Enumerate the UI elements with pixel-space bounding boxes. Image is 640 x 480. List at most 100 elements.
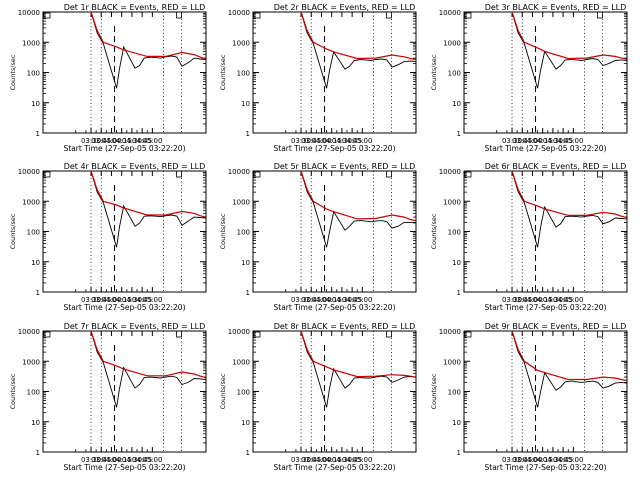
detector-panel-3: 1 10 100 1000 10000 03:3003:4504:0004:1504:30… xyxy=(430,3,628,153)
y-tick-label: 1 xyxy=(36,130,40,138)
y-tick-label: 1 xyxy=(457,130,461,138)
x-tick-label: 04:30 xyxy=(122,137,142,145)
x-axis-label: Start Time (27-Sep-05 03:22:20) xyxy=(485,303,607,312)
detector-panel-8: 1 10 100 1000 10000 03:3003:4504:0004:1504:30… xyxy=(219,322,417,472)
panel-title: Det 1r BLACK = Events, RED = LLD xyxy=(64,3,206,12)
detector-panel-1: 1 10 100 1000 10000 03:3003:4504:0004:1504:30… xyxy=(9,3,207,153)
y-tick-label: 100 xyxy=(27,70,40,78)
y-tick-label: 1000 xyxy=(443,39,461,47)
top-left-marker xyxy=(464,171,472,178)
x-tick-label: 05:00 xyxy=(563,137,583,145)
y-tick-label: 1000 xyxy=(22,39,40,47)
x-tick-label: 05:00 xyxy=(563,296,583,304)
detector-panel-5: 1 10 100 1000 10000 03:3003:4504:0004:1504:30… xyxy=(219,162,417,312)
y-tick-label: 10000 xyxy=(18,9,40,17)
panel-title: Det 2r BLACK = Events, RED = LLD xyxy=(274,3,416,12)
top-right-marker xyxy=(597,330,603,338)
x-tick-label: 03:30 xyxy=(502,137,522,145)
x-tick-label: 04:30 xyxy=(122,296,142,304)
y-tick-label: 1000 xyxy=(232,39,250,47)
panel-title: Det 9r BLACK = Events, RED = LLD xyxy=(485,322,627,331)
x-tick-label: 05:00 xyxy=(142,137,162,145)
y-tick-label: 10000 xyxy=(228,168,250,176)
y-axis-label: Counts/sec xyxy=(430,54,438,90)
top-right-marker xyxy=(386,11,392,19)
x-tick-label: 04:15 xyxy=(112,456,132,464)
x-tick-label: 04:00 xyxy=(522,456,542,464)
x-tick-label: 03:45 xyxy=(301,296,321,304)
x-axis-label: Start Time (27-Sep-05 03:22:20) xyxy=(64,463,186,472)
y-tick-label: 1 xyxy=(246,449,250,457)
panel-title: Det 3r BLACK = Events, RED = LLD xyxy=(485,3,627,12)
x-tick-label: 04:15 xyxy=(533,137,553,145)
lld-series-line xyxy=(511,170,627,219)
x-tick-label: 04:00 xyxy=(311,296,331,304)
y-tick-label: 1000 xyxy=(22,198,40,206)
detector-panel-9: 1 10 100 1000 10000 03:3003:4504:0004:1504:30… xyxy=(430,322,628,472)
y-axis-label: Counts/sec xyxy=(430,213,438,249)
y-tick-label: 1000 xyxy=(22,358,40,366)
events-series-line xyxy=(511,330,627,408)
y-tick-label: 1 xyxy=(457,289,461,297)
y-tick-label: 1 xyxy=(36,449,40,457)
y-tick-label: 10 xyxy=(241,259,250,267)
lld-series-line xyxy=(300,11,416,61)
x-tick-label: 03:45 xyxy=(512,137,532,145)
x-axis-label: Start Time (27-Sep-05 03:22:20) xyxy=(485,463,607,472)
x-tick-label: 05:00 xyxy=(352,456,372,464)
x-axis-label: Start Time (27-Sep-05 03:22:20) xyxy=(64,144,186,153)
y-axis-label: Counts/sec xyxy=(219,213,227,249)
x-tick-label: 04:45 xyxy=(132,456,152,464)
events-series-line xyxy=(511,170,627,248)
top-right-marker xyxy=(176,11,182,19)
x-tick-label: 03:30 xyxy=(291,296,311,304)
x-tick-label: 04:30 xyxy=(332,137,352,145)
x-tick-label: 04:15 xyxy=(322,456,342,464)
y-tick-label: 10000 xyxy=(228,328,250,336)
x-tick-label: 04:00 xyxy=(101,296,121,304)
x-tick-label: 03:45 xyxy=(91,456,111,464)
y-tick-label: 10 xyxy=(31,419,40,427)
x-tick-label: 04:30 xyxy=(543,456,563,464)
y-tick-label: 1000 xyxy=(232,358,250,366)
y-tick-label: 10000 xyxy=(18,168,40,176)
x-axis-label: Start Time (27-Sep-05 03:22:20) xyxy=(274,303,396,312)
panel-title: Det 7r BLACK = Events, RED = LLD xyxy=(64,322,206,331)
detector-panel-4: 1 10 100 1000 10000 03:3003:4504:0004:1504:30… xyxy=(9,162,207,312)
x-tick-label: 04:30 xyxy=(543,296,563,304)
x-tick-label: 03:45 xyxy=(91,137,111,145)
lld-series-line xyxy=(511,11,627,60)
y-tick-label: 10000 xyxy=(18,328,40,336)
x-tick-label: 04:45 xyxy=(132,296,152,304)
y-tick-label: 10 xyxy=(31,259,40,267)
y-axis-label: Counts/sec xyxy=(9,54,17,90)
events-series-line xyxy=(300,170,416,248)
x-tick-label: 04:45 xyxy=(553,296,573,304)
x-tick-label: 04:15 xyxy=(322,296,342,304)
x-axis-label: Start Time (27-Sep-05 03:22:20) xyxy=(274,144,396,153)
x-tick-label: 04:30 xyxy=(122,456,142,464)
x-tick-label: 04:30 xyxy=(332,296,352,304)
x-tick-label: 03:45 xyxy=(301,137,321,145)
top-left-marker xyxy=(43,12,51,19)
x-tick-label: 04:00 xyxy=(522,137,542,145)
lld-series-line xyxy=(511,330,627,382)
y-axis-label: Counts/sec xyxy=(219,54,227,90)
x-tick-label: 04:15 xyxy=(533,296,553,304)
x-tick-label: 03:30 xyxy=(81,137,101,145)
x-axis-label: Start Time (27-Sep-05 03:22:20) xyxy=(485,144,607,153)
top-left-marker xyxy=(253,12,261,19)
y-axis-label: Counts/sec xyxy=(430,373,438,409)
events-series-line xyxy=(90,330,206,408)
top-right-marker xyxy=(386,330,392,338)
panel-title: Det 6r BLACK = Events, RED = LLD xyxy=(485,162,627,171)
y-tick-label: 1 xyxy=(246,130,250,138)
x-tick-label: 04:00 xyxy=(311,456,331,464)
lld-series-line xyxy=(300,330,416,378)
y-tick-label: 10 xyxy=(452,100,461,108)
x-tick-label: 04:15 xyxy=(533,456,553,464)
x-tick-label: 04:00 xyxy=(101,456,121,464)
x-tick-label: 04:30 xyxy=(543,137,563,145)
top-left-marker xyxy=(464,12,472,19)
